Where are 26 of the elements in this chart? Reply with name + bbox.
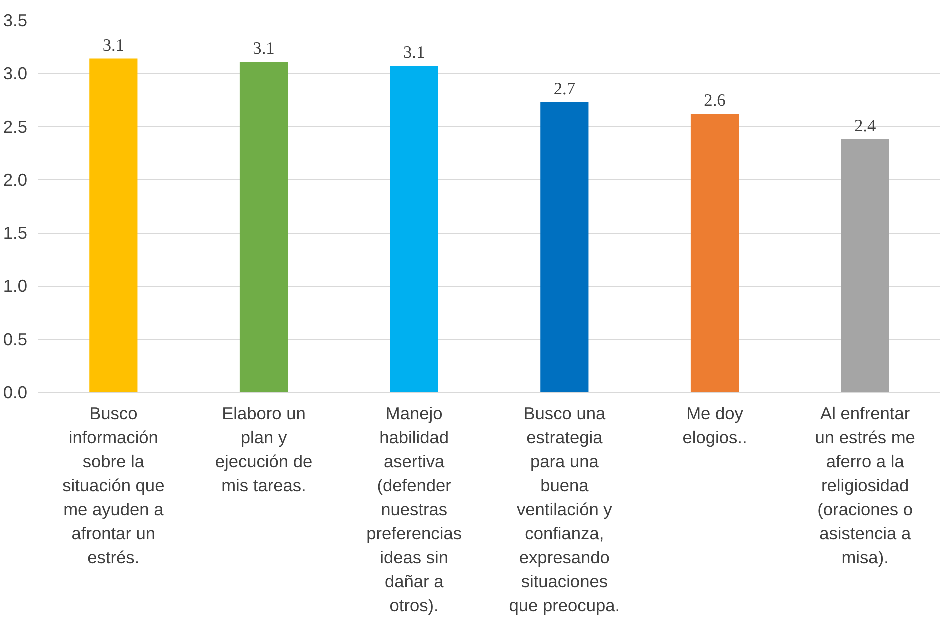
y-tick-label: 1.0 <box>3 276 28 296</box>
y-tick-label: 1.5 <box>3 223 28 244</box>
y-tick-label: 2.5 <box>3 116 28 137</box>
data-label: 3.1 <box>253 38 275 58</box>
x-tick-label: Busco información sobre la situación que me ayuden a afrontar un estrés. <box>62 404 165 568</box>
bar <box>540 102 589 392</box>
data-label: 3.1 <box>102 36 125 55</box>
category-label: Manejo habilidad asertiva (defender nuestras preferencias ideas sin dañar a otros). <box>366 404 462 616</box>
y-tick-label: 0.0 <box>3 382 28 402</box>
bar <box>240 62 288 392</box>
x-tick-label: Me doy elogios.. <box>682 404 748 448</box>
y-tick-label: 0.5 <box>3 329 28 350</box>
data-label: 2.6 <box>704 91 726 110</box>
data-label: 2.4 <box>854 116 876 136</box>
bar <box>90 58 138 392</box>
y-tick-label: 3.0 <box>3 64 28 84</box>
x-tick-label: Al enfrentar un estrés me aferro a la religiosidad (oraciones o asistencia a misa). <box>815 404 916 568</box>
bar <box>841 140 890 392</box>
data-label: 3.1 <box>404 43 426 62</box>
y-tick-label: 2.0 <box>3 170 28 190</box>
bar <box>690 114 740 392</box>
category-label: Busco una estrategia para una buena ventilación y confianza, expresando situaciones que preocupa. <box>509 404 620 616</box>
x-tick-label: Elaboro un plan y ejecución de mis tareas. <box>215 404 313 496</box>
bar <box>390 66 438 392</box>
data-label: 2.7 <box>554 79 576 98</box>
y-tick-label: 3.5 <box>3 10 28 30</box>
